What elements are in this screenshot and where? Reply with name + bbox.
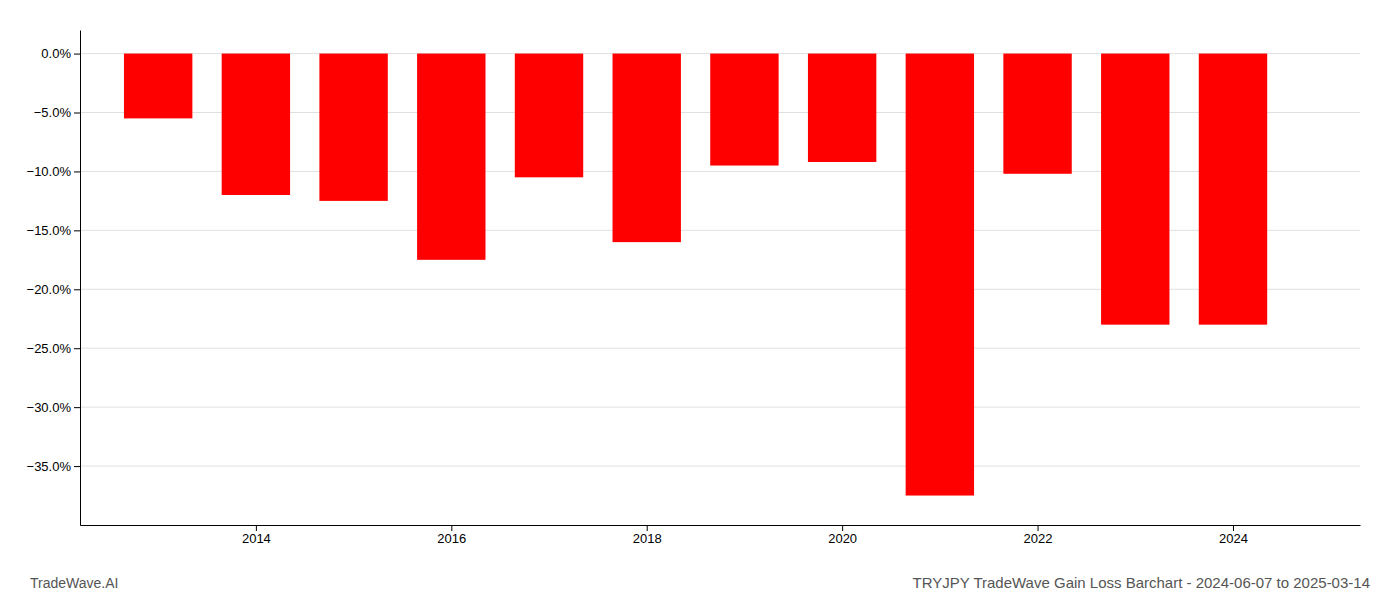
y-tick-mark: [74, 113, 80, 114]
y-tick-mark: [74, 407, 80, 408]
y-tick-label: −30.0%: [27, 400, 72, 415]
bar: [417, 54, 485, 260]
y-tick: −10.0%: [27, 164, 80, 179]
x-tick: 2024: [1219, 525, 1248, 546]
y-tick-mark: [74, 466, 80, 467]
y-tick-label: −10.0%: [27, 164, 72, 179]
x-axis-line: [81, 525, 1361, 526]
y-tick: −5.0%: [34, 105, 80, 120]
bar: [1101, 54, 1169, 325]
x-tick-mark: [842, 525, 843, 531]
bar: [808, 54, 876, 162]
x-tick-mark: [451, 525, 452, 531]
x-tick-mark: [1038, 525, 1039, 531]
y-tick-label: −35.0%: [27, 459, 72, 474]
y-tick-mark: [74, 171, 80, 172]
grid-line: [80, 466, 1360, 467]
bar: [906, 54, 974, 496]
y-tick-label: −5.0%: [34, 105, 72, 120]
x-tick-label: 2014: [242, 531, 271, 546]
y-tick-label: −15.0%: [27, 223, 72, 238]
bar: [515, 54, 583, 178]
y-tick: −20.0%: [27, 282, 80, 297]
x-tick: 2014: [242, 525, 271, 546]
x-tick-label: 2024: [1219, 531, 1248, 546]
chart: 0.0% −5.0% −10.0% −15.0% −20.0% −25.0% −30.0% −…: [0, 0, 1400, 600]
y-axis: 0.0% −5.0% −10.0% −15.0% −20.0% −25.0% −30.0% −…: [27, 31, 81, 526]
footer: TradeWave.AI: [30, 575, 118, 591]
bar: [1199, 54, 1267, 325]
bar: [319, 54, 387, 201]
y-tick-label: 0.0%: [41, 46, 71, 61]
title: TRYJPY TradeWave Gain Loss Barchart - 20…: [913, 574, 1370, 591]
x-tick-mark: [647, 525, 648, 531]
y-tick-mark: [74, 348, 80, 349]
x-tick: 2022: [1024, 525, 1053, 546]
plot-area: 0.0% −5.0% −10.0% −15.0% −20.0% −25.0% −30.0% −…: [27, 31, 1361, 547]
x-tick-label: 2020: [828, 531, 857, 546]
y-tick-mark: [74, 289, 80, 290]
y-tick: 0.0%: [41, 46, 80, 61]
x-axis: 2014 2016 2018 2020 2022 2024: [81, 525, 1361, 546]
grid: [80, 54, 1360, 467]
bar: [1003, 54, 1071, 174]
x-tick-label: 2018: [633, 531, 662, 546]
bars: [124, 54, 1267, 496]
x-tick-label: 2022: [1024, 531, 1053, 546]
x-tick: 2020: [828, 525, 857, 546]
y-tick-mark: [74, 54, 80, 55]
bar: [222, 54, 290, 195]
y-axis-line: [80, 31, 81, 526]
x-tick: 2016: [437, 525, 466, 546]
y-tick-mark: [74, 230, 80, 231]
y-tick: −30.0%: [27, 400, 80, 415]
grid-line: [80, 348, 1360, 349]
y-tick-label: −20.0%: [27, 282, 72, 297]
x-tick: 2018: [633, 525, 662, 546]
y-tick: −35.0%: [27, 459, 80, 474]
bar: [710, 54, 778, 166]
x-tick-mark: [256, 525, 257, 531]
x-tick-mark: [1233, 525, 1234, 531]
x-tick-label: 2016: [437, 531, 466, 546]
grid-line: [80, 407, 1360, 408]
bar: [613, 54, 681, 243]
y-tick: −25.0%: [27, 341, 80, 356]
bar: [124, 54, 192, 119]
y-tick: −15.0%: [27, 223, 80, 238]
y-tick-label: −25.0%: [27, 341, 72, 356]
